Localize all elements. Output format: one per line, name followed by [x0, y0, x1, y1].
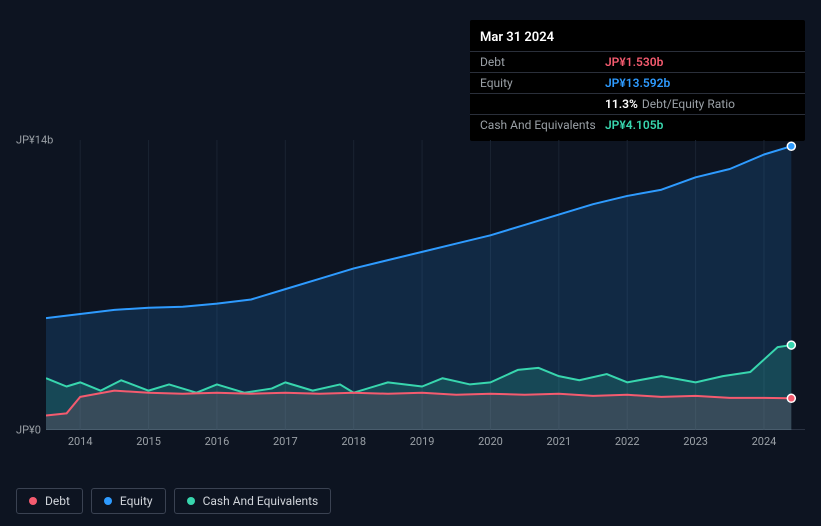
tooltip-row: 11.3%Debt/Equity Ratio [470, 93, 805, 114]
chart-container: Mar 31 2024 DebtJP¥1.530bEquityJP¥13.592… [0, 0, 821, 526]
legend-dot-icon [187, 497, 195, 505]
x-axis-tick: 2020 [478, 435, 503, 448]
x-axis-tick: 2024 [752, 435, 777, 448]
legend-item[interactable]: Cash And Equivalents [174, 488, 332, 514]
legend-label: Equity [120, 494, 153, 508]
tooltip-date: Mar 31 2024 [470, 26, 805, 51]
x-axis-tick: 2014 [68, 435, 93, 448]
chart-svg [46, 140, 805, 430]
x-axis-tick: 2016 [205, 435, 230, 448]
y-axis-label: JP¥14b [16, 134, 46, 147]
x-axis-tick: 2015 [136, 435, 161, 448]
tooltip-row: EquityJP¥13.592b [470, 72, 805, 93]
series-end-marker [787, 341, 795, 349]
y-axis-label: JP¥0 [16, 424, 46, 437]
x-axis-tick: 2023 [683, 435, 708, 448]
x-axis-tick: 2017 [273, 435, 298, 448]
series-end-marker [787, 394, 795, 402]
legend-item[interactable]: Debt [16, 488, 83, 514]
tooltip-row-label [480, 97, 605, 111]
chart-area: JP¥14bJP¥0 20142015201620172018201920202… [16, 120, 805, 470]
x-axis-tick: 2021 [546, 435, 571, 448]
tooltip-row-value: JP¥1.530b [605, 55, 663, 69]
plot-area[interactable] [46, 140, 805, 430]
tooltip-row-label: Debt [480, 55, 605, 69]
x-axis-tick: 2022 [615, 435, 640, 448]
tooltip-row-value: 11.3%Debt/Equity Ratio [605, 97, 735, 111]
tooltip-row: DebtJP¥1.530b [470, 51, 805, 72]
x-axis-tick: 2019 [410, 435, 435, 448]
tooltip-row-label: Equity [480, 76, 605, 90]
legend-dot-icon [104, 497, 112, 505]
legend-label: Cash And Equivalents [203, 494, 319, 508]
x-axis: 2014 2015 2016 2017 2018 2019 2020 2021 2022 2023… [46, 435, 805, 455]
legend-dot-icon [29, 497, 37, 505]
legend: Debt Equity Cash And Equivalents [16, 488, 331, 514]
tooltip-row-extra: Debt/Equity Ratio [642, 97, 735, 111]
tooltip-row-value: JP¥13.592b [605, 76, 670, 90]
legend-label: Debt [45, 494, 70, 508]
x-axis-tick: 2018 [341, 435, 366, 448]
legend-item[interactable]: Equity [91, 488, 166, 514]
series-end-marker [787, 142, 795, 150]
